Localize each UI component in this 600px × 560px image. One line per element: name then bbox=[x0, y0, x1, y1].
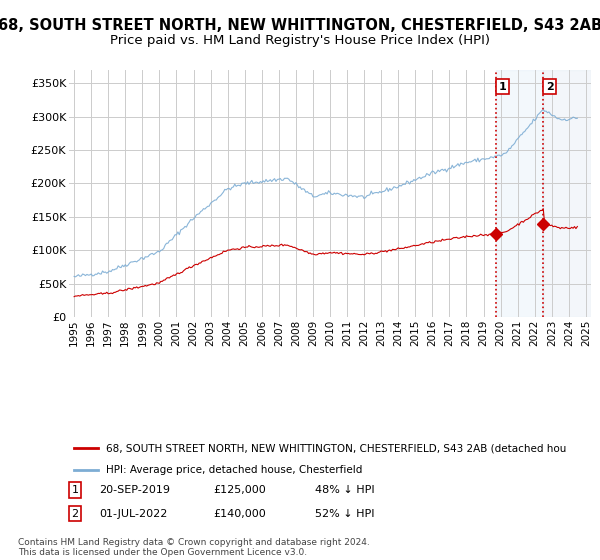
Bar bbox=[543, 70, 591, 317]
Text: £125,000: £125,000 bbox=[213, 485, 266, 495]
Text: £140,000: £140,000 bbox=[213, 508, 266, 519]
Text: 48% ↓ HPI: 48% ↓ HPI bbox=[315, 485, 374, 495]
Text: 2: 2 bbox=[71, 508, 79, 519]
Text: 68, SOUTH STREET NORTH, NEW WHITTINGTON, CHESTERFIELD, S43 2AB (detached hou: 68, SOUTH STREET NORTH, NEW WHITTINGTON,… bbox=[106, 443, 566, 453]
Text: Price paid vs. HM Land Registry's House Price Index (HPI): Price paid vs. HM Land Registry's House … bbox=[110, 34, 490, 48]
Text: 52% ↓ HPI: 52% ↓ HPI bbox=[315, 508, 374, 519]
Text: 01-JUL-2022: 01-JUL-2022 bbox=[99, 508, 167, 519]
Bar bbox=[543, 70, 591, 317]
Text: Contains HM Land Registry data © Crown copyright and database right 2024.
This d: Contains HM Land Registry data © Crown c… bbox=[18, 538, 370, 557]
Text: 2: 2 bbox=[546, 82, 554, 92]
Text: HPI: Average price, detached house, Chesterfield: HPI: Average price, detached house, Ches… bbox=[106, 465, 362, 475]
Text: 68, SOUTH STREET NORTH, NEW WHITTINGTON, CHESTERFIELD, S43 2AB: 68, SOUTH STREET NORTH, NEW WHITTINGTON,… bbox=[0, 18, 600, 32]
Text: 1: 1 bbox=[71, 485, 79, 495]
Bar bbox=[496, 70, 543, 317]
Text: 20-SEP-2019: 20-SEP-2019 bbox=[99, 485, 170, 495]
Text: 1: 1 bbox=[499, 82, 506, 92]
